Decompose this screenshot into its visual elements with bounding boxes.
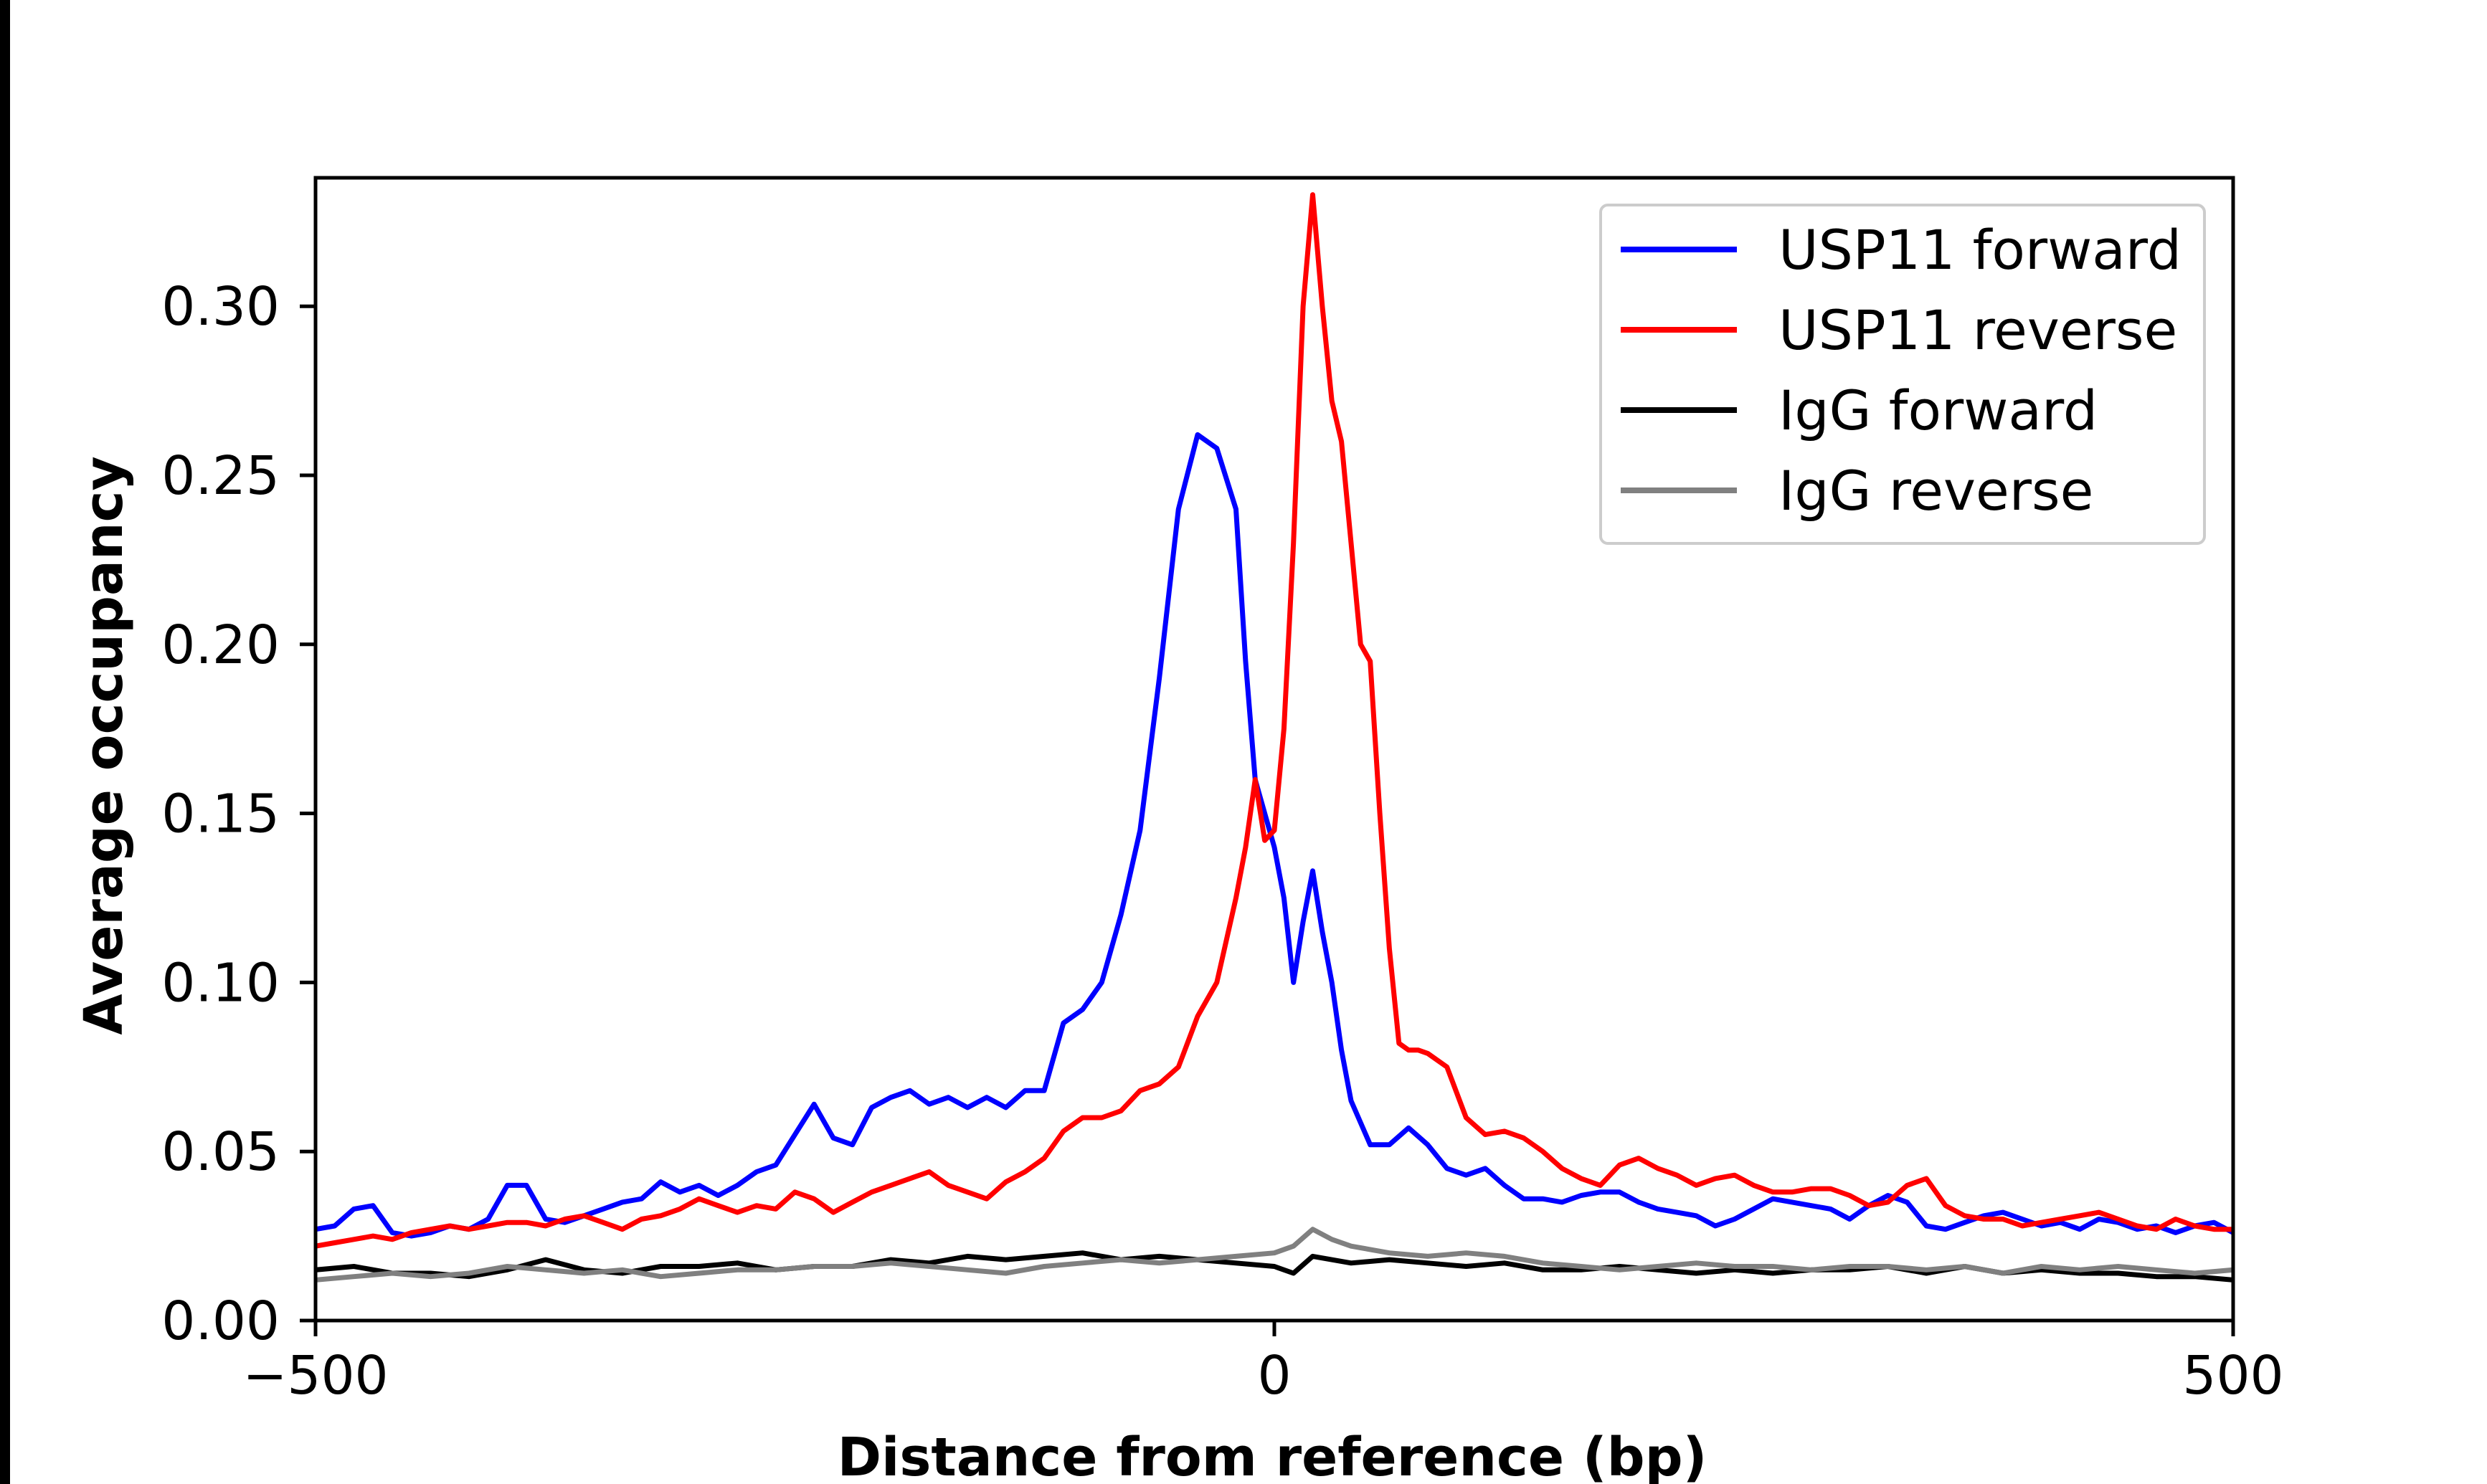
y-tick-label: 0.30 xyxy=(161,276,280,338)
x-tick-label: −500 xyxy=(242,1345,388,1407)
series-line-igg-reverse xyxy=(316,1227,2233,1283)
x-tick-label: 0 xyxy=(1257,1345,1291,1407)
x-tick-label: 500 xyxy=(2182,1345,2283,1407)
legend: USP11 forward USP11 reverse IgG forward IgG… xyxy=(1599,204,2206,545)
legend-frame xyxy=(1599,204,2206,545)
legend-label: IgG forward xyxy=(1778,379,2098,442)
legend-label: USP11 reverse xyxy=(1778,298,2177,362)
x-axis-label: Distance from reference (bp) xyxy=(838,1427,1707,1484)
y-tick-label: 0.25 xyxy=(161,445,280,507)
series-line-usp11-forward xyxy=(316,432,2233,1239)
y-axis-label: Average occupancy xyxy=(73,456,135,1034)
series-line-usp11-reverse xyxy=(316,192,2233,1249)
y-tick-label: 0.05 xyxy=(161,1121,280,1183)
y-tick-label: 0.10 xyxy=(161,952,280,1014)
left-border xyxy=(0,0,10,1484)
legend-label: USP11 forward xyxy=(1778,218,2182,282)
y-tick-label: 0.20 xyxy=(161,614,280,676)
legend-label: IgG reverse xyxy=(1778,459,2093,523)
series-lines xyxy=(316,192,2233,1283)
y-tick-label: 0.15 xyxy=(161,784,280,845)
y-tick-label: 0.00 xyxy=(161,1290,280,1352)
axes: −500 0 500 0.00 0.05 0.10 0.15 0.20 0.25 0.30 xyxy=(161,176,2284,1407)
